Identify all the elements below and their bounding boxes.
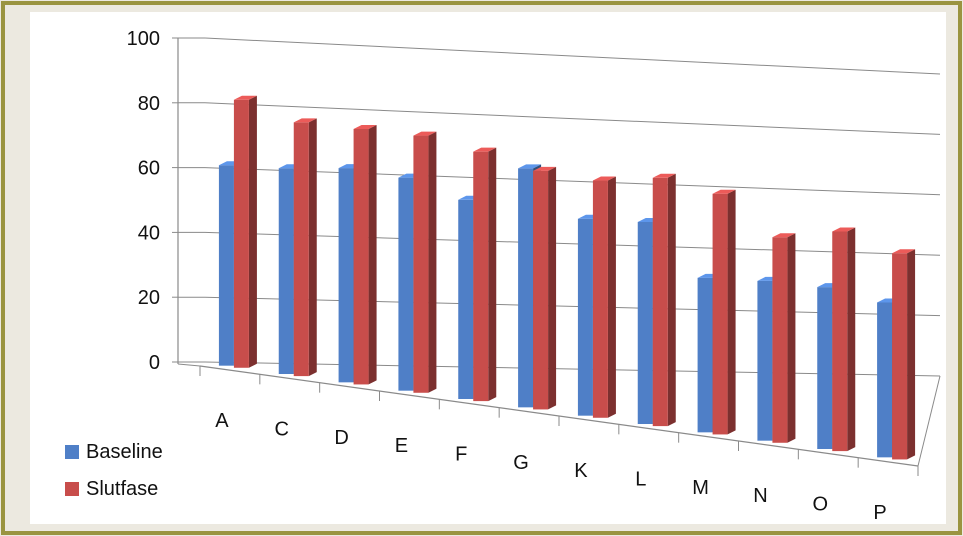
x-tick-label: C: [275, 419, 289, 441]
bar-slutfase: [832, 231, 848, 452]
x-tick-label: O: [812, 494, 828, 516]
bar-baseline: [877, 302, 893, 458]
bar-top-slutfase: [712, 189, 736, 194]
y-tick-label: 20: [138, 287, 160, 309]
bar-side-slutfase: [727, 189, 736, 435]
bar-slutfase: [353, 128, 369, 385]
bar-baseline: [338, 168, 354, 383]
bar-side-slutfase: [248, 95, 257, 368]
bar-top-slutfase: [293, 118, 317, 123]
bar-slutfase: [892, 253, 908, 460]
bar-baseline: [398, 177, 414, 391]
bar-side-slutfase: [847, 227, 856, 452]
gridline: [204, 167, 941, 196]
bar-slutfase: [772, 237, 788, 443]
legend-swatch-slutfase: [65, 482, 79, 496]
floor-right-edge: [917, 375, 941, 467]
bar-baseline: [577, 218, 593, 416]
bar-side-slutfase: [308, 118, 317, 377]
bar-top-slutfase: [473, 147, 497, 152]
x-tick-label: K: [574, 460, 588, 482]
bar-slutfase: [413, 135, 429, 393]
bar-side-slutfase: [488, 147, 497, 402]
bar-top-slutfase: [353, 124, 377, 129]
bar-slutfase: [712, 193, 728, 435]
bar-side-slutfase: [667, 173, 676, 427]
bar-side-slutfase: [428, 131, 437, 393]
y-tick-label: 0: [149, 352, 160, 374]
y-tick-label: 60: [138, 158, 160, 180]
bar-top-slutfase: [533, 166, 557, 171]
floor-side-edge: [177, 363, 201, 367]
bar-slutfase: [592, 180, 608, 418]
bar-side-slutfase: [548, 166, 557, 410]
x-tick-label: N: [753, 485, 767, 507]
bar-baseline: [218, 165, 234, 366]
bar-baseline: [637, 221, 653, 425]
y-tick-label: 80: [138, 93, 160, 115]
bar-top-slutfase: [592, 176, 616, 181]
bar-top-slutfase: [233, 95, 257, 100]
x-tick-label: P: [873, 502, 886, 524]
x-tick-label: M: [692, 477, 709, 499]
legend-label-slutfase: Slutfase: [86, 478, 158, 500]
x-tick-label: A: [215, 410, 229, 432]
x-tick-label: D: [334, 427, 348, 449]
bar-top-baseline: [518, 164, 542, 169]
bar-top-slutfase: [652, 173, 676, 178]
bar-top-slutfase: [892, 249, 916, 254]
bar-slutfase: [533, 170, 549, 410]
gridline: [204, 37, 941, 75]
bar-baseline: [757, 280, 773, 441]
bar-slutfase: [293, 122, 309, 377]
gridline: [204, 231, 941, 256]
x-tick-label: L: [635, 469, 646, 491]
bar-side-slutfase: [368, 124, 377, 385]
x-tick-label: E: [395, 435, 408, 457]
legend-swatch-baseline: [65, 445, 79, 459]
x-tick-label: G: [513, 452, 529, 474]
bar-side-slutfase: [607, 176, 616, 418]
bar-top-slutfase: [772, 233, 796, 238]
bar-slutfase: [233, 99, 249, 368]
bar-baseline: [817, 287, 833, 450]
x-tick-label: F: [455, 444, 467, 466]
bar-baseline: [458, 199, 474, 400]
bar-slutfase: [473, 151, 489, 402]
bar-side-slutfase: [787, 233, 796, 443]
bar-slutfase: [652, 177, 668, 427]
bar-side-slutfase: [907, 249, 916, 460]
bar-baseline: [518, 168, 534, 408]
y-tick-label: 40: [138, 222, 160, 244]
gridline: [204, 102, 941, 135]
bar-baseline: [278, 168, 294, 375]
legend-label-baseline: Baseline: [86, 441, 163, 463]
bar-top-slutfase: [832, 227, 856, 232]
bar-top-slutfase: [413, 131, 437, 136]
bar-baseline: [697, 277, 713, 433]
y-tick-label: 100: [127, 28, 160, 50]
